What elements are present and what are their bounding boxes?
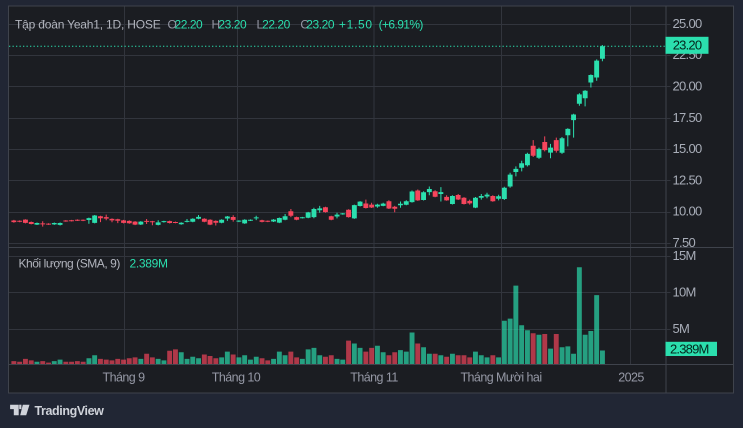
svg-text:12.50: 12.50 <box>673 172 703 187</box>
svg-text:15.00: 15.00 <box>673 141 703 156</box>
svg-text:Tập đoàn Yeah1, 1D, HOSE: Tập đoàn Yeah1, 1D, HOSE <box>15 17 161 31</box>
svg-text:2.389M: 2.389M <box>130 257 169 271</box>
svg-text:Tháng Mười hai: Tháng Mười hai <box>460 371 541 385</box>
svg-text:10M: 10M <box>673 284 696 299</box>
svg-text:Tháng 9: Tháng 9 <box>102 371 145 385</box>
svg-text:23.20: 23.20 <box>673 38 702 53</box>
svg-text:Khối lượng (SMA, 9): Khối lượng (SMA, 9) <box>19 257 121 271</box>
svg-text:+1.50: +1.50 <box>339 17 373 31</box>
svg-text:10.00: 10.00 <box>673 204 703 219</box>
svg-text:O: O <box>168 17 177 31</box>
svg-text:23.20: 23.20 <box>306 17 335 31</box>
svg-text:15M: 15M <box>673 248 696 263</box>
svg-text:5M: 5M <box>673 321 690 336</box>
svg-text:H: H <box>212 17 220 31</box>
svg-text:20.00: 20.00 <box>673 79 703 94</box>
svg-text:25.00: 25.00 <box>673 16 703 31</box>
svg-text:17.50: 17.50 <box>673 110 703 125</box>
svg-text:7.50: 7.50 <box>673 235 696 250</box>
svg-text:L: L <box>257 17 264 31</box>
svg-text:Tháng 10: Tháng 10 <box>212 371 261 385</box>
svg-text:22.20: 22.20 <box>175 17 204 31</box>
svg-text:22.20: 22.20 <box>262 17 291 31</box>
svg-text:23.20: 23.20 <box>218 17 247 31</box>
svg-text:2.389M: 2.389M <box>670 341 709 356</box>
svg-text:TradingView: TradingView <box>35 404 105 418</box>
svg-text:2025: 2025 <box>618 371 644 385</box>
svg-text:Tháng 11: Tháng 11 <box>350 371 398 385</box>
svg-text:C: C <box>300 17 309 31</box>
svg-text:(+6.91%): (+6.91%) <box>379 17 424 31</box>
